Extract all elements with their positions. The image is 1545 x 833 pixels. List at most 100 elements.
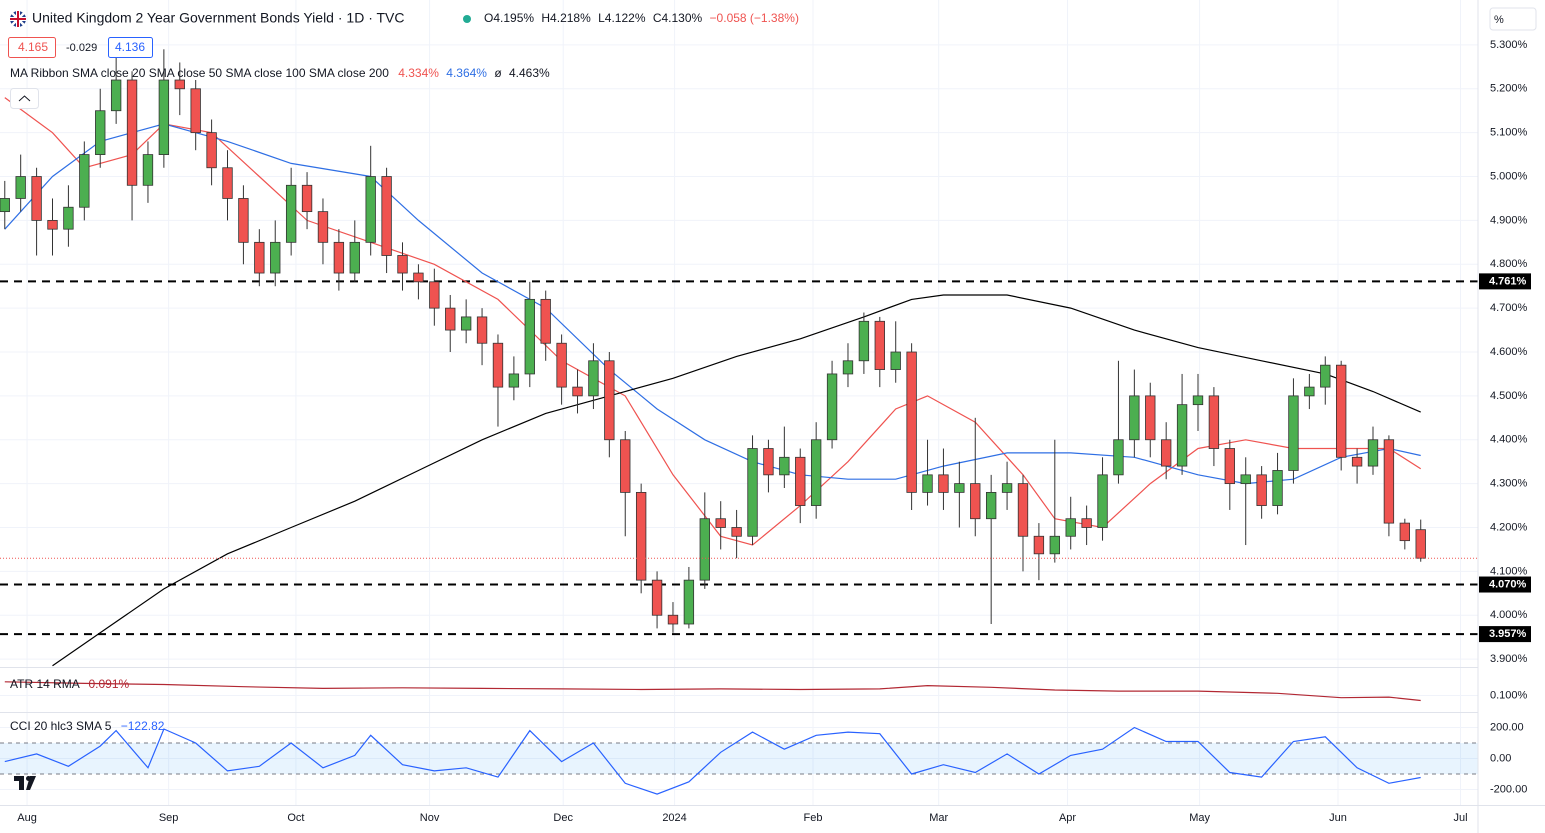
candle-body xyxy=(429,281,440,309)
candle-body xyxy=(1367,439,1379,467)
candle-body xyxy=(588,360,599,397)
y-tick-label: 4.100% xyxy=(1490,565,1528,577)
candle-body xyxy=(1320,364,1331,388)
tv-logo xyxy=(14,776,36,790)
candle-body xyxy=(476,316,488,344)
y-tick-label: 0.100% xyxy=(1490,689,1528,701)
y-tick-label: 3.900% xyxy=(1490,653,1528,665)
candle-body xyxy=(0,198,10,213)
y-tick-label: 4.300% xyxy=(1490,478,1528,490)
candle-body xyxy=(1081,518,1092,528)
indicator-legend: MA Ribbon SMA close 20 SMA close 50 SMA … xyxy=(10,66,550,80)
y-tick-label: 4.900% xyxy=(1490,214,1528,226)
indicator-value: ø xyxy=(494,66,502,80)
candle-body xyxy=(15,176,26,199)
unit-button[interactable] xyxy=(1489,7,1537,31)
x-tick-label: Feb xyxy=(803,812,822,824)
candle-body xyxy=(1336,364,1347,458)
candle-body xyxy=(397,255,408,274)
candle-body xyxy=(110,79,122,112)
candle-body xyxy=(985,491,997,520)
cci-title: CCI 20 hlc3 SMA 5 xyxy=(10,719,112,733)
candle-body xyxy=(906,351,917,493)
candle-body xyxy=(270,241,281,274)
candle-body xyxy=(842,360,854,375)
y-tick-label: 4.000% xyxy=(1490,609,1528,621)
y-tick-label: 200.00 xyxy=(1490,721,1524,733)
sell-price: 4.165 xyxy=(18,40,48,54)
collapse-icon xyxy=(18,95,31,102)
candle-body xyxy=(1272,470,1283,506)
candle-body xyxy=(1145,395,1156,441)
candle-body xyxy=(826,373,838,441)
candle-body xyxy=(508,373,520,388)
candle-body xyxy=(1129,395,1140,441)
candle-body xyxy=(63,206,74,230)
candle-body xyxy=(174,79,185,90)
indicator-line xyxy=(4,726,1421,795)
unit-label: % xyxy=(1494,14,1504,26)
candle-body xyxy=(1049,535,1060,555)
cci-value: −122.82 xyxy=(121,719,165,733)
candle-body xyxy=(349,241,360,274)
candle-body xyxy=(1383,439,1395,524)
sell-box[interactable] xyxy=(8,37,56,58)
candle-body xyxy=(1351,456,1363,467)
candle-body xyxy=(556,342,567,388)
cci-band xyxy=(0,743,1478,774)
candle-body xyxy=(524,298,535,375)
candle-body xyxy=(1160,439,1172,467)
candle-body xyxy=(254,241,265,274)
candle-body xyxy=(683,579,695,625)
candle-body xyxy=(1017,483,1029,537)
y-tick-label: 4.500% xyxy=(1490,390,1528,402)
collapse-button[interactable] xyxy=(10,88,39,109)
ohlc-close: C4.130% xyxy=(653,11,703,25)
y-tick-label: 5.200% xyxy=(1490,83,1528,95)
level-label-box xyxy=(1479,273,1531,290)
indicator-name: MA Ribbon SMA close 20 SMA close 50 SMA … xyxy=(10,66,389,80)
candle-body xyxy=(779,456,790,476)
x-tick-label: Oct xyxy=(287,812,304,824)
buy-box[interactable] xyxy=(108,37,153,58)
candle-body xyxy=(938,474,949,493)
candle-body xyxy=(460,316,472,331)
ohlc-low: L4.122% xyxy=(598,11,646,25)
candle-body xyxy=(635,491,647,581)
candle-body xyxy=(492,342,504,388)
candle-body xyxy=(1113,439,1124,476)
candle-body xyxy=(47,219,58,230)
atr-title: ATR 14 RMA xyxy=(10,677,80,691)
candle-body xyxy=(333,241,345,274)
candle-body xyxy=(238,198,249,243)
x-tick-label: Jul xyxy=(1453,812,1467,824)
y-tick-label: 5.100% xyxy=(1490,127,1528,139)
candle-body xyxy=(126,79,138,186)
candle-body xyxy=(1304,386,1315,397)
x-tick-label: Nov xyxy=(420,812,440,824)
x-tick-label: Dec xyxy=(553,812,573,824)
candle-body xyxy=(1399,522,1410,542)
candle-body xyxy=(1065,518,1076,537)
candle-body xyxy=(1001,483,1013,493)
candle-body xyxy=(604,360,615,441)
candle-body xyxy=(890,351,901,370)
candle-body xyxy=(301,184,313,213)
x-tick-label: Aug xyxy=(17,812,37,824)
candle-body xyxy=(1415,529,1426,559)
indicator-value: 4.463% xyxy=(509,66,550,80)
spread: -0.029 xyxy=(66,42,97,54)
cci-legend: CCI 20 hlc3 SMA 5 −122.82 xyxy=(10,719,165,733)
level-label: 3.957% xyxy=(1489,628,1527,640)
ohlc: O4.195% H4.218% L4.122% C4.130% −0.058 (… xyxy=(484,11,799,25)
candle-body xyxy=(1192,395,1204,406)
ohlc-high: H4.218% xyxy=(541,11,591,25)
flag xyxy=(10,11,26,27)
candle-body xyxy=(190,88,201,134)
y-tick-label: 4.600% xyxy=(1490,346,1528,358)
candle-body xyxy=(1208,395,1220,449)
candle-body xyxy=(1224,448,1235,485)
y-tick-label: 0.00 xyxy=(1490,752,1511,764)
x-tick-label: Apr xyxy=(1059,812,1076,824)
candle-body xyxy=(79,154,90,208)
